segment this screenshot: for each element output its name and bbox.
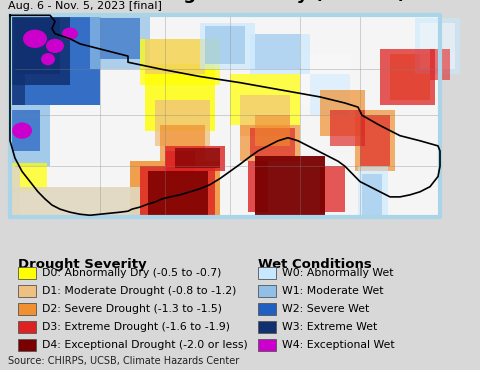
Bar <box>10 166 20 217</box>
Ellipse shape <box>62 27 78 40</box>
Bar <box>12 163 47 192</box>
Bar <box>18 303 36 315</box>
Ellipse shape <box>23 30 47 48</box>
Bar <box>165 146 225 171</box>
Bar <box>320 166 345 212</box>
Bar <box>155 100 210 146</box>
Bar <box>100 18 140 59</box>
Bar <box>145 64 215 131</box>
Bar <box>160 125 205 161</box>
Bar <box>330 110 365 146</box>
Bar <box>18 339 36 351</box>
Bar <box>140 39 220 85</box>
Bar <box>240 125 300 161</box>
Bar <box>255 156 325 217</box>
Bar <box>230 74 300 125</box>
Bar <box>10 187 140 217</box>
Bar <box>415 18 460 74</box>
Bar <box>310 74 350 115</box>
Bar <box>140 166 215 217</box>
Bar <box>10 13 25 105</box>
Bar <box>300 54 350 105</box>
Text: W2: Severe Wet: W2: Severe Wet <box>282 304 369 314</box>
Bar <box>248 161 268 212</box>
Ellipse shape <box>12 122 32 139</box>
Text: W4: Exceptional Wet: W4: Exceptional Wet <box>282 340 395 350</box>
Bar <box>15 18 60 74</box>
Bar <box>320 90 365 136</box>
Bar <box>90 13 150 69</box>
Bar <box>10 105 50 166</box>
Text: D0: Abnormally Dry (-0.5 to -0.7): D0: Abnormally Dry (-0.5 to -0.7) <box>42 268 221 278</box>
Bar <box>165 151 195 176</box>
Text: W3: Extreme Wet: W3: Extreme Wet <box>282 322 377 332</box>
Bar <box>175 148 220 168</box>
Bar <box>258 339 276 351</box>
Text: D1: Moderate Drought (-0.8 to -1.2): D1: Moderate Drought (-0.8 to -1.2) <box>42 286 236 296</box>
Bar <box>200 23 255 69</box>
Ellipse shape <box>46 39 64 53</box>
Bar <box>250 128 295 156</box>
Bar <box>18 321 36 333</box>
Text: D2: Severe Drought (-1.3 to -1.5): D2: Severe Drought (-1.3 to -1.5) <box>42 304 222 314</box>
Bar <box>258 285 276 297</box>
Bar <box>240 95 290 136</box>
Bar <box>380 49 435 105</box>
Text: Aug. 6 - Nov. 5, 2023 [final]: Aug. 6 - Nov. 5, 2023 [final] <box>8 1 162 11</box>
Text: W0: Abnormally Wet: W0: Abnormally Wet <box>282 268 394 278</box>
Text: D3: Extreme Drought (-1.6 to -1.9): D3: Extreme Drought (-1.6 to -1.9) <box>42 322 230 332</box>
Text: D4: Exceptional Drought (-2.0 or less): D4: Exceptional Drought (-2.0 or less) <box>42 340 248 350</box>
Text: Source: CHIRPS, UCSB, Climate Hazards Center: Source: CHIRPS, UCSB, Climate Hazards Ce… <box>8 356 239 366</box>
Bar <box>258 303 276 315</box>
Bar <box>258 267 276 279</box>
Bar <box>362 174 382 215</box>
Bar <box>420 23 455 69</box>
Text: Drought Severity: Drought Severity <box>18 258 146 271</box>
Bar <box>250 34 310 74</box>
Bar <box>10 13 440 217</box>
Bar <box>130 161 220 217</box>
Bar <box>255 115 290 146</box>
Bar <box>145 39 205 74</box>
Text: W1: Moderate Wet: W1: Moderate Wet <box>282 286 384 296</box>
Bar <box>148 171 208 217</box>
Bar <box>360 115 390 166</box>
Bar <box>258 321 276 333</box>
Text: Wet Conditions: Wet Conditions <box>258 258 372 271</box>
Ellipse shape <box>41 53 55 65</box>
Bar <box>205 26 245 64</box>
Text: SPI 3-Month Drought Severity (CHIRPS): SPI 3-Month Drought Severity (CHIRPS) <box>5 0 406 3</box>
Bar <box>10 13 100 105</box>
Bar <box>10 110 40 151</box>
Bar <box>18 285 36 297</box>
Bar <box>355 110 395 171</box>
Bar <box>390 54 430 100</box>
Bar <box>255 34 300 69</box>
Bar <box>358 166 388 217</box>
Bar <box>18 267 36 279</box>
Bar <box>10 13 70 85</box>
Bar <box>430 49 450 80</box>
